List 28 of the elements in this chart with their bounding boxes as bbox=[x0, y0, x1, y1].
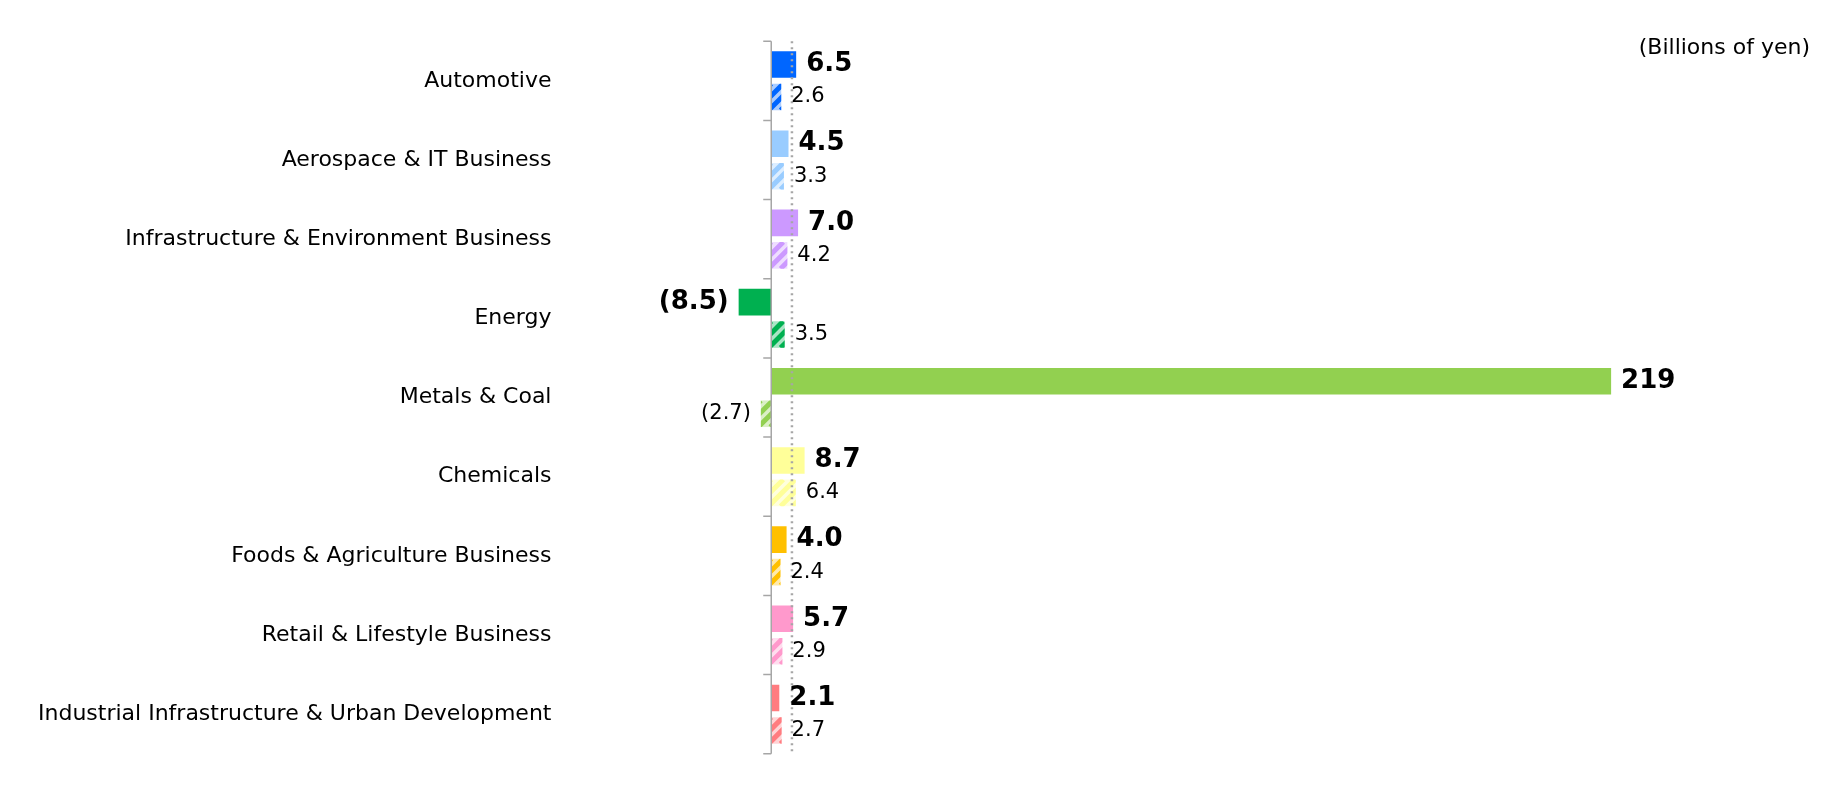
y-tick-label: Metals & Coal bbox=[399, 383, 552, 409]
data-label: 6.4 bbox=[805, 479, 840, 504]
text: (Billions of yen) bbox=[1638, 34, 1810, 59]
data-label: 4.5 bbox=[798, 126, 845, 157]
y-tick-label: Retail & Lifestyle Business bbox=[261, 620, 552, 646]
y-tick-label: Automotive bbox=[424, 66, 552, 92]
data-label: 6.5 bbox=[806, 47, 853, 78]
data-label: 3.3 bbox=[793, 162, 828, 187]
y-tick-label: Energy bbox=[474, 304, 552, 330]
y-tick-label: Chemicals bbox=[437, 462, 552, 488]
data-label: 4.2 bbox=[797, 241, 831, 266]
data-label: 4.0 bbox=[796, 522, 843, 553]
data-label: 219 bbox=[1621, 364, 1676, 395]
data-label: 7.0 bbox=[808, 205, 855, 236]
data-label: 2.7 bbox=[791, 716, 825, 741]
data-label: (2.7) bbox=[701, 400, 751, 425]
data-label: (8.5) bbox=[658, 284, 729, 315]
y-tick-label: Infrastructure & Environment Business bbox=[125, 224, 552, 250]
data-label: 8.7 bbox=[814, 443, 861, 474]
data-label: 2.6 bbox=[791, 83, 825, 108]
y-tick-label: Industrial Infrastructure & Urban Development bbox=[37, 699, 552, 725]
data-label: 2.1 bbox=[789, 680, 836, 711]
y-tick-label: Aerospace & IT Business bbox=[281, 145, 552, 171]
y-tick-label: Foods & Agriculture Business bbox=[231, 541, 552, 567]
data-label: 2.9 bbox=[792, 637, 826, 662]
data-label: 3.5 bbox=[794, 321, 829, 346]
data-label: 2.4 bbox=[790, 558, 824, 583]
data-label: 5.7 bbox=[803, 601, 850, 632]
